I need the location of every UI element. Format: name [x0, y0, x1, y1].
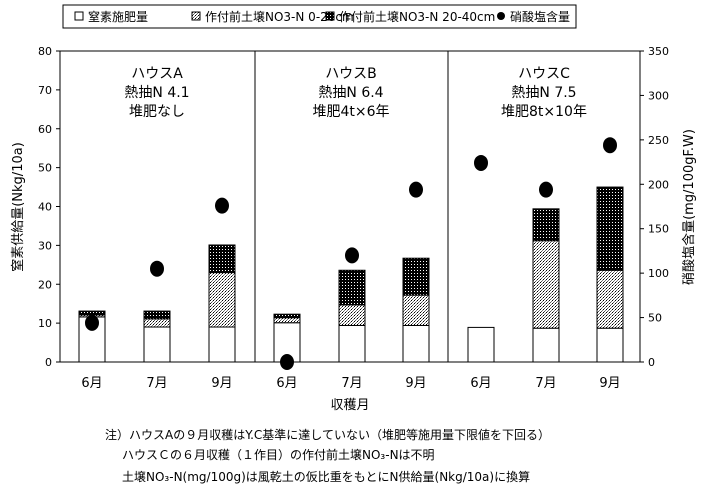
- y-tick-label: 10: [38, 317, 52, 330]
- bar-segment: [467, 326, 495, 363]
- nitrate-point: [150, 260, 164, 277]
- y2-tick-label: 350: [648, 45, 669, 58]
- legend-swatch: [74, 11, 84, 21]
- nitrate-point: [409, 181, 423, 198]
- nitrate-point: [345, 247, 359, 264]
- y-tick-label: 30: [38, 239, 52, 252]
- x-tick-label: 7月: [535, 376, 556, 391]
- note-3: 土壌NO₃-N(mg/100g)は風乾土の仮比重をもとにN供給量(Nkg/10a…: [122, 470, 531, 484]
- legend-label: 窒素施肥量: [88, 9, 148, 24]
- x-tick-label: 6月: [81, 376, 102, 391]
- group-label: 熱抽N 6.4: [318, 85, 383, 101]
- x-tick-label: 7月: [146, 376, 167, 391]
- y2-tick-label: 50: [648, 312, 662, 325]
- legend-swatch: [325, 11, 335, 21]
- y2-tick-label: 0: [648, 356, 655, 369]
- y2-tick-label: 100: [648, 267, 669, 280]
- bar-segment: [208, 244, 236, 274]
- bar-segment: [402, 294, 430, 326]
- bar-segment: [273, 313, 301, 319]
- note-2: ハウスＣの６月収穫（１作目）の作付前土壌NO₃-Nは不明: [122, 448, 435, 462]
- x-tick-label: 9月: [599, 376, 620, 391]
- legend-marker: [497, 12, 505, 20]
- group-label: 堆肥なし: [129, 104, 185, 120]
- y-tick-label: 60: [38, 123, 52, 136]
- bar-segment: [338, 269, 366, 306]
- x-tick-label: 9月: [405, 376, 426, 391]
- y-tick-label: 70: [38, 84, 52, 97]
- bar-segment: [338, 324, 366, 363]
- bar-segment: [143, 326, 171, 363]
- y-tick-label: 50: [38, 162, 52, 175]
- bar-segment: [532, 240, 560, 329]
- nitrate-point: [474, 154, 488, 171]
- y2-axis-label: 硝酸塩含量(mg/100gF.W): [681, 129, 697, 285]
- group-label: 熱抽N 4.1: [124, 85, 189, 101]
- bar-segment: [596, 327, 624, 363]
- nitrate-point: [85, 314, 99, 331]
- bar-segment: [273, 317, 301, 324]
- y-tick-label: 0: [45, 356, 52, 369]
- y2-tick-label: 250: [648, 134, 669, 147]
- bar-segment: [143, 310, 171, 320]
- group-label: ハウスB: [325, 66, 377, 82]
- y2-tick-label: 200: [648, 178, 669, 191]
- nitrate-point: [215, 197, 229, 214]
- y2-tick-label: 150: [648, 223, 669, 236]
- x-tick-label: 6月: [470, 376, 491, 391]
- x-tick-label: 7月: [341, 376, 362, 391]
- legend-label: 硝酸塩含量: [510, 9, 570, 24]
- x-tick-label: 6月: [276, 376, 297, 391]
- y-axis-label: 窒素供給量(Nkg/10a): [10, 142, 26, 272]
- y-tick-label: 40: [38, 201, 52, 214]
- bar-segment: [78, 310, 106, 316]
- bar-segment: [532, 208, 560, 242]
- group-label: ハウスC: [518, 66, 570, 82]
- y2-tick-label: 300: [648, 89, 669, 102]
- legend-swatch: [191, 11, 201, 21]
- bar-segment: [143, 318, 171, 328]
- bar-segment: [596, 269, 624, 329]
- group-label: ハウスA: [131, 66, 183, 82]
- nitrate-point: [539, 181, 553, 198]
- bar-segment: [596, 186, 624, 271]
- bar-segment: [532, 327, 560, 363]
- legend-label: 作付前土壌NO3-N 0-20cm: [205, 9, 354, 24]
- bar-segment: [402, 324, 430, 363]
- note-1: 注）ハウスAの９月収穫はY.C基準に達していない（堆肥等施用量下限値を下回る）: [105, 428, 550, 442]
- bar-segment: [402, 257, 430, 296]
- y-tick-label: 20: [38, 278, 52, 291]
- bar-segment: [208, 272, 236, 328]
- y-tick-label: 80: [38, 45, 52, 58]
- group-label: 熱抽N 7.5: [511, 85, 576, 101]
- bar-segment: [208, 326, 236, 363]
- legend-label: 作付前土壌NO3-N 20-40cm: [339, 9, 495, 24]
- nitrate-point: [280, 354, 294, 370]
- x-tick-label: 9月: [211, 376, 232, 391]
- group-label: 堆肥8t×10年: [501, 104, 587, 120]
- bar-segment: [338, 304, 366, 326]
- group-label: 堆肥4t×6年: [312, 104, 389, 120]
- nitrate-point: [603, 137, 617, 154]
- x-axis-label: 収穫月: [330, 398, 369, 413]
